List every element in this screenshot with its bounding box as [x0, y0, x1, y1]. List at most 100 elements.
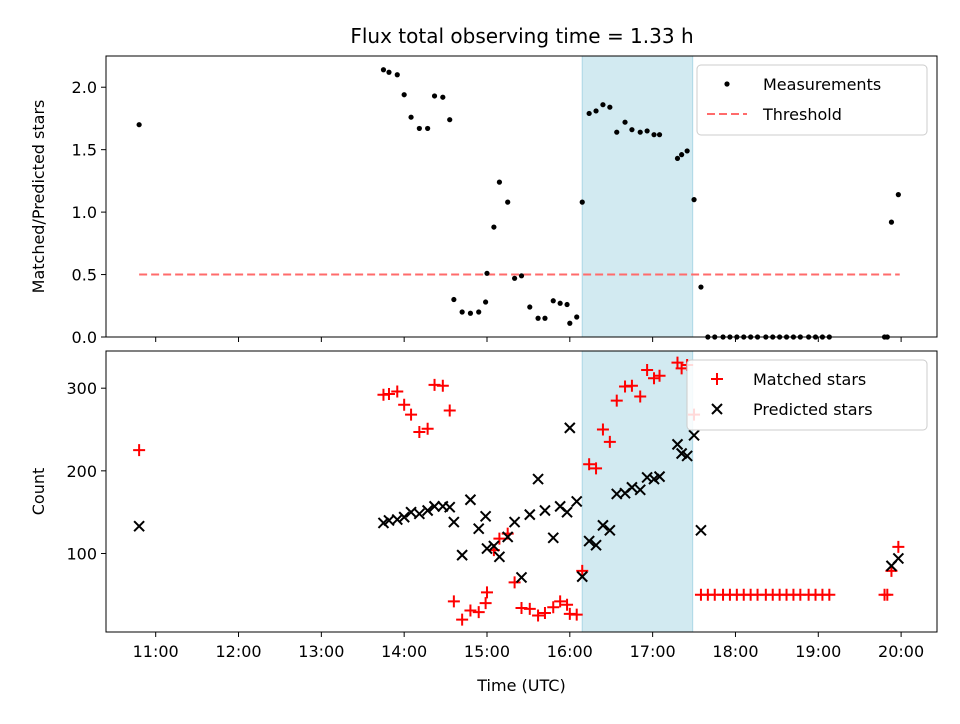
data-point [481, 542, 493, 555]
data-point [561, 506, 573, 518]
data-point [428, 500, 441, 513]
legend-marker [724, 81, 730, 87]
data-point [579, 199, 585, 205]
data-point [133, 520, 145, 532]
data-point [547, 601, 560, 614]
data-point [610, 394, 623, 407]
plot-frame [105, 55, 938, 338]
data-point [538, 606, 551, 619]
data-point [590, 539, 602, 551]
data-point [451, 296, 457, 303]
data-point [535, 315, 541, 321]
data-point [695, 524, 707, 537]
y-tick-label: 0.5 [72, 266, 97, 285]
y-tick-label: 100 [66, 544, 97, 563]
x-tick-label: 19:00 [795, 642, 841, 661]
data-point [570, 608, 583, 621]
data-point [684, 148, 690, 154]
legend-label: Predicted stars [753, 400, 873, 419]
data-point [515, 571, 528, 584]
data-point [394, 72, 400, 78]
data-point [496, 179, 503, 185]
data-point [501, 531, 514, 543]
data-point [447, 117, 453, 123]
data-point [524, 508, 536, 521]
data-point [391, 385, 404, 398]
legend: Matched stars Predicted stars [686, 359, 928, 431]
data-point [508, 516, 521, 528]
data-point [892, 540, 905, 553]
data-point [644, 128, 650, 134]
data-point [574, 314, 580, 320]
data-point [550, 298, 556, 304]
data-point [467, 310, 474, 316]
data-point [459, 309, 465, 315]
data-point [493, 532, 506, 545]
data-point [380, 67, 387, 73]
legend: Measurements Threshold [696, 64, 928, 136]
data-point [881, 588, 894, 601]
data-point [532, 609, 545, 622]
x-tick-label: 11:00 [133, 642, 179, 661]
data-point [398, 511, 410, 523]
data-point [464, 604, 477, 617]
data-point [583, 458, 596, 471]
data-point [634, 390, 647, 403]
data-point [542, 315, 548, 321]
legend-marker [711, 373, 723, 385]
data-point [597, 519, 609, 532]
data-point [532, 473, 544, 485]
data-point [561, 598, 574, 611]
data-point [398, 398, 411, 411]
data-point [391, 513, 403, 526]
data-point [607, 104, 613, 110]
data-point [505, 199, 511, 205]
data-point [440, 94, 446, 100]
data-point [511, 275, 518, 281]
y-tick-label: 1.0 [72, 203, 97, 222]
plot-frame [105, 350, 938, 633]
x-tick-label: 18:00 [712, 642, 758, 661]
data-point [483, 299, 489, 305]
data-point [626, 481, 638, 494]
data-point [571, 495, 583, 508]
data-point [488, 540, 500, 552]
x-tick-label: 16:00 [547, 642, 593, 661]
data-point [401, 92, 407, 98]
data-point [479, 597, 492, 610]
data-point [476, 309, 482, 315]
data-point [405, 408, 418, 421]
data-point [895, 192, 901, 198]
data-point [416, 125, 422, 132]
data-point [634, 484, 646, 496]
data-point [479, 510, 492, 523]
data-point [473, 522, 485, 535]
data-point [671, 438, 684, 451]
x-tick-label: 15:00 [464, 642, 510, 661]
data-point [464, 494, 477, 506]
data-point [892, 552, 905, 565]
data-point [480, 586, 493, 599]
data-point [554, 595, 567, 608]
data-point [653, 470, 666, 483]
data-point [629, 127, 635, 133]
data-point [691, 197, 697, 203]
data-point [527, 304, 533, 310]
data-point [648, 372, 661, 385]
chart-title: Flux total observing time = 1.33 h [350, 24, 693, 48]
legend-label: Matched stars [753, 370, 866, 389]
data-point [593, 108, 599, 114]
legend-label: Measurements [763, 75, 881, 94]
x-tick-label: 12:00 [215, 642, 261, 661]
data-point [557, 300, 563, 306]
series-measurements [136, 67, 901, 340]
x-tick-label: 17:00 [630, 642, 676, 661]
data-point [614, 129, 620, 135]
data-point [679, 152, 685, 158]
legend-box [696, 64, 928, 136]
data-point [567, 320, 573, 326]
data-point [493, 551, 506, 563]
y-tick-label: 2.0 [72, 78, 97, 97]
